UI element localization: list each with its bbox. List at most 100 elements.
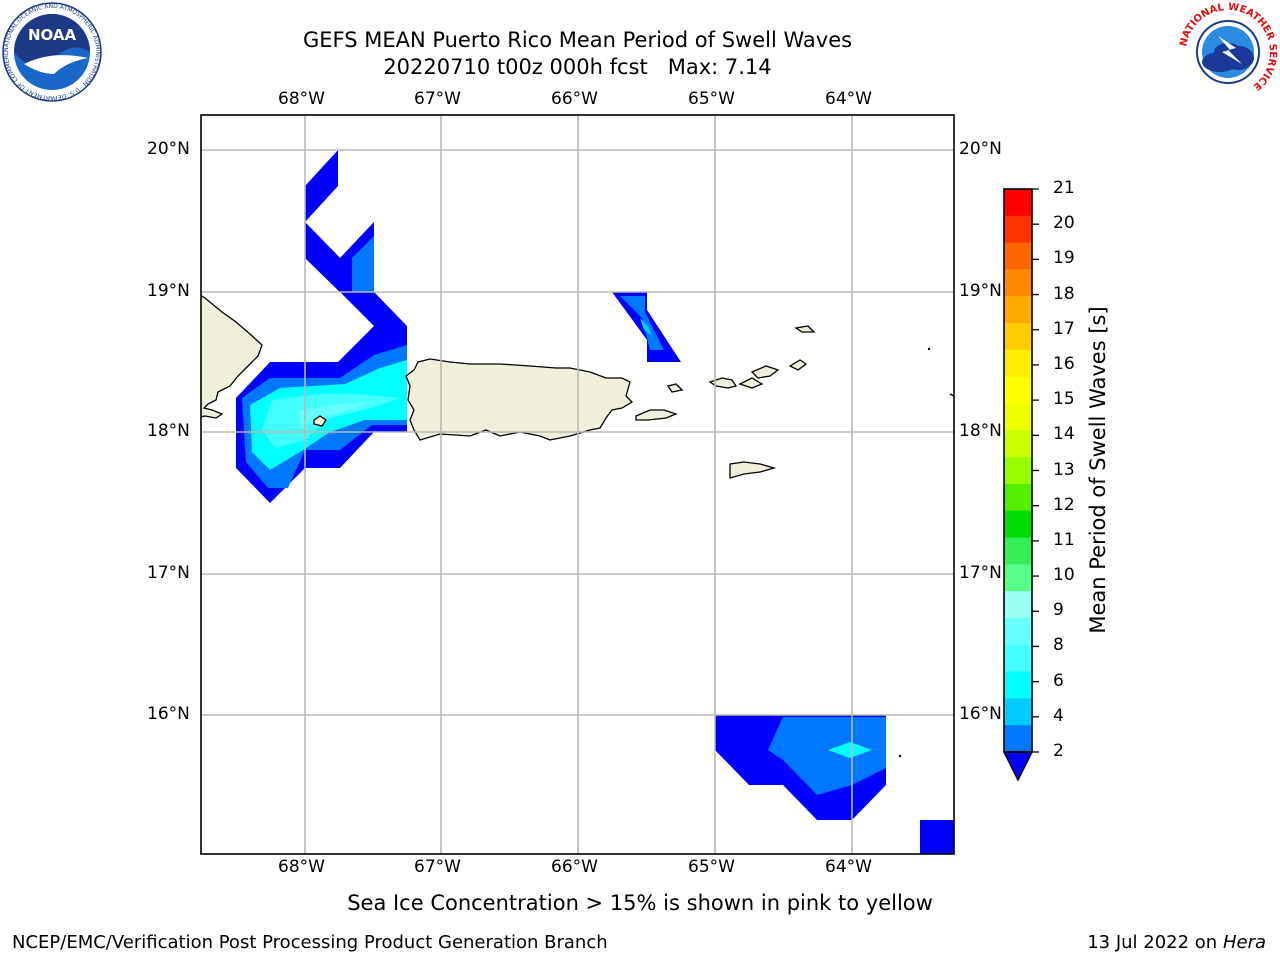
- colorbar-segment: [1004, 537, 1032, 565]
- lat-tick-left-3: 18°N: [147, 421, 190, 441]
- colorbar-tick-label: 14: [1053, 424, 1075, 445]
- swell-contours: [236, 150, 954, 854]
- colorbar-segment: [1004, 591, 1032, 619]
- colorbar-segment: [1004, 269, 1032, 297]
- land-islet-a: [927, 347, 931, 351]
- colorbar-segment: [1004, 725, 1032, 753]
- colorbar-tick-label: 21: [1053, 178, 1075, 198]
- colorbar-segment: [1004, 215, 1032, 244]
- footer-date-text: 13 Jul 2022 on: [1087, 932, 1223, 953]
- colorbar-segment: [1004, 510, 1032, 539]
- lat-tick-left-2: 19°N: [147, 281, 190, 301]
- colorbar-tick-label: 18: [1053, 283, 1075, 304]
- lon-tick-top-1: 68°W: [278, 89, 325, 109]
- colorbar-segment: [1004, 644, 1032, 673]
- land-puerto-rico: [405, 358, 634, 441]
- colorbar-tick-label: 17: [1053, 318, 1075, 339]
- nws-logo: NATIONAL WEATHER SERVICE: [1178, 2, 1278, 101]
- land-vieques: [635, 409, 678, 421]
- contour-southeast-2to4: [768, 717, 886, 795]
- colorbar-tick-label: 15: [1053, 389, 1075, 410]
- land-culebrita: [666, 383, 684, 393]
- footer-branch: NCEP/EMC/Verification Post Processing Pr…: [12, 932, 608, 953]
- colorbar-tick-label: 8: [1053, 635, 1064, 656]
- colorbar-segment: [1004, 242, 1032, 270]
- chart-title: GEFS MEAN Puerto Rico Mean Period of Swe…: [302, 28, 853, 52]
- land-hispaniola: [201, 294, 263, 419]
- colorbar-segment: [1004, 403, 1032, 431]
- colorbar-tick-label: 19: [1053, 248, 1075, 269]
- colorbar-ticks: [1032, 188, 1039, 753]
- colorbar-segment: [1004, 483, 1032, 512]
- lat-tick-right-1: 20°N: [959, 139, 1002, 159]
- lon-tick-top-3: 66°W: [551, 89, 598, 109]
- colorbar-tick-label: 11: [1053, 529, 1075, 550]
- lon-tick-top-4: 65°W: [688, 89, 735, 109]
- lat-tick-right-5: 16°N: [959, 704, 1002, 724]
- colorbar-tick-label: 16: [1053, 353, 1075, 374]
- colorbar-frame: [1003, 188, 1033, 753]
- colorbar-tick-label: 6: [1053, 670, 1064, 691]
- lon-tick-bottom-1: 68°W: [278, 857, 325, 877]
- colorbar-segments: [1004, 189, 1032, 753]
- colorbar-segment: [1004, 698, 1032, 726]
- contour-north-strip: [305, 150, 407, 362]
- lat-tick-right-2: 19°N: [959, 281, 1002, 301]
- colorbar-tick-label: 2: [1053, 741, 1064, 761]
- contour-southeast-4: [828, 742, 872, 758]
- colorbar-tick-label: 10: [1053, 565, 1075, 586]
- colorbar-segment: [1004, 564, 1032, 592]
- map-figure: [200, 114, 955, 855]
- lon-tick-top-2: 67°W: [414, 89, 461, 109]
- lat-tick-left-4: 17°N: [147, 563, 190, 583]
- colorbar-segment: [1004, 430, 1032, 458]
- colorbar-tick-label: 20: [1053, 213, 1075, 234]
- land-anegada: [794, 325, 816, 333]
- footer-date: 13 Jul 2022 on Hera: [1087, 932, 1266, 953]
- colorbar: [1002, 188, 1039, 782]
- contour-west-8: [300, 402, 370, 428]
- contour-mona-strip-b: [620, 296, 664, 350]
- colorbar-extend-arrow: [1002, 751, 1034, 782]
- lat-tick-left-5: 16°N: [147, 704, 190, 724]
- ice-note: Sea Ice Concentration > 15% is shown in …: [347, 891, 933, 915]
- lat-tick-right-3: 18°N: [959, 421, 1002, 441]
- land-st-croix: [729, 461, 777, 479]
- colorbar-segment: [1004, 349, 1032, 378]
- colorbar-segment: [1004, 617, 1032, 646]
- noaa-logo: NATIONAL OCEANIC AND ATMOSPHERIC ADMINIS…: [2, 2, 102, 102]
- colorbar-segment: [1004, 671, 1032, 699]
- contour-west-6to8: [262, 394, 400, 448]
- map-gridlines: [201, 115, 954, 854]
- noaa-logo-text: NOAA: [28, 26, 77, 44]
- land-virgin-gorda: [788, 359, 808, 371]
- colorbar-segment: [1004, 296, 1032, 324]
- footer-host: Hera: [1222, 932, 1266, 953]
- colorbar-tick-label: 9: [1053, 600, 1064, 621]
- colorbar-tick-label: 4: [1053, 705, 1064, 726]
- colorbar-segment: [1004, 376, 1032, 404]
- colorbar-segment: [1004, 189, 1032, 217]
- land-st-john: [738, 377, 764, 389]
- land-islet-b: [898, 754, 902, 758]
- lon-tick-top-5: 64°W: [825, 89, 872, 109]
- chart-subtitle: 20220710 t00z 000h fcst Max: 7.14: [383, 55, 772, 79]
- colorbar-label: Mean Period of Swell Waves [s]: [1086, 306, 1110, 634]
- map-frame: [200, 114, 955, 855]
- lon-tick-bottom-3: 66°W: [551, 857, 598, 877]
- lon-tick-bottom-4: 65°W: [688, 857, 735, 877]
- land-st-thomas: [708, 377, 738, 389]
- lat-tick-left-1: 20°N: [147, 139, 190, 159]
- colorbar-segment: [1004, 323, 1032, 351]
- contour-north-strip-c: [352, 236, 374, 292]
- land-tortola: [750, 365, 780, 379]
- colorbar-tick-label: 13: [1053, 459, 1075, 480]
- contour-southeast-corner: [920, 820, 954, 854]
- lon-tick-bottom-5: 64°W: [825, 857, 872, 877]
- lat-tick-right-4: 17°N: [959, 563, 1002, 583]
- contour-mona-strip-c: [640, 318, 652, 336]
- land: [201, 294, 816, 479]
- lon-tick-bottom-2: 67°W: [414, 857, 461, 877]
- colorbar-segment: [1004, 457, 1032, 485]
- land-desecheo-mona: [313, 415, 327, 427]
